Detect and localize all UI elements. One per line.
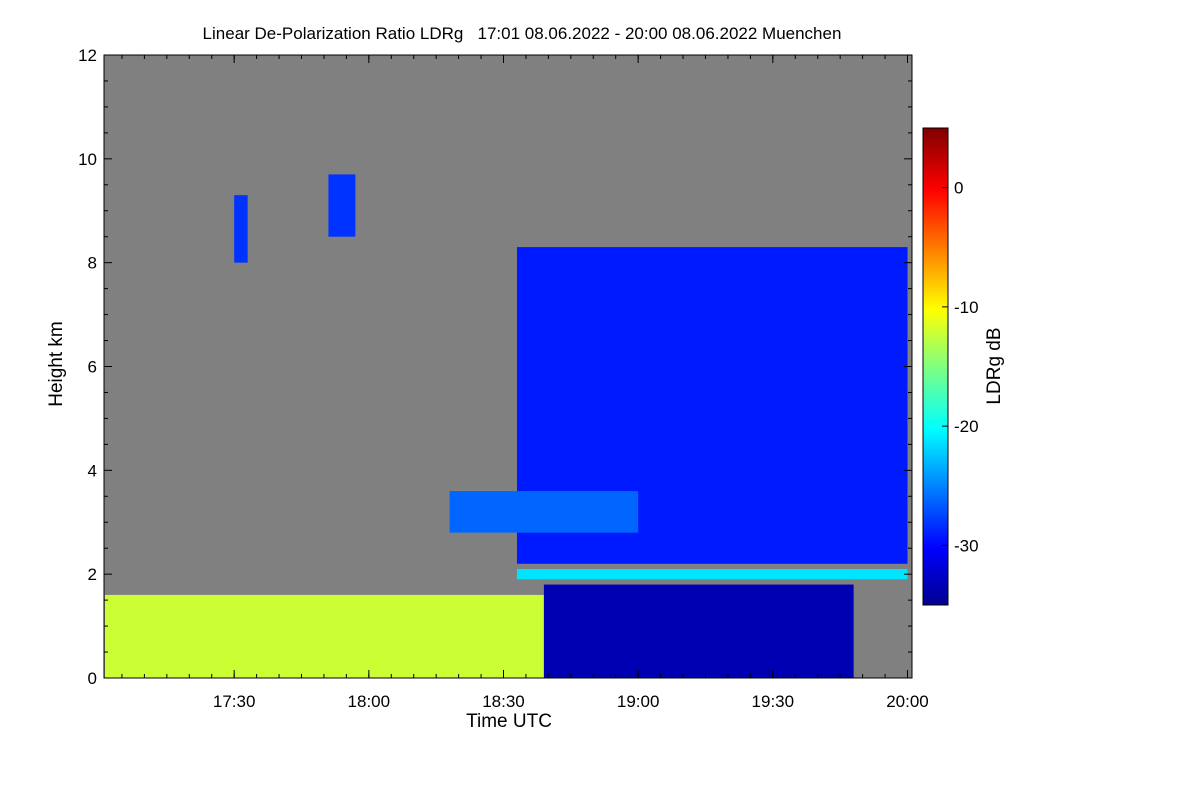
colorbar-tick-label: -20	[954, 417, 979, 436]
y-axis-label: Height km	[46, 321, 67, 407]
region-early-cirrus-streak-1	[234, 195, 248, 263]
y-tick-label: 12	[78, 46, 97, 65]
y-tick-label: 4	[88, 461, 97, 480]
y-tick-label: 6	[88, 358, 97, 377]
y-tick-label: 10	[78, 150, 97, 169]
colorbar-scale	[922, 127, 949, 606]
y-tick-label: 8	[88, 254, 97, 273]
y-tick-label: 0	[88, 669, 97, 688]
region-fill	[543, 584, 854, 678]
y-tick-label: 2	[88, 565, 97, 584]
y-axis: 0 2 4 6 8 10 12	[78, 46, 912, 688]
chart-title: Linear De-Polarization Ratio LDRg 17:01 …	[203, 24, 842, 43]
region-mid-level-layer	[449, 491, 639, 533]
x-tick-label: 19:30	[752, 692, 795, 711]
region-early-cirrus-streak-2	[328, 174, 356, 237]
region-fill	[449, 491, 639, 533]
x-tick-label: 20:00	[886, 692, 929, 711]
colorbar-tick-label: -30	[954, 536, 979, 555]
region-melting-layer	[516, 568, 908, 580]
colorbar-tick-label: -10	[954, 298, 979, 317]
plot-area	[104, 55, 912, 678]
region-boundary-layer-aerosol	[104, 594, 544, 678]
x-tick-label: 18:30	[482, 692, 525, 711]
x-tick-label: 17:30	[213, 692, 256, 711]
region-fill	[104, 594, 544, 678]
colorbar-ticks: 0 -10 -20 -30	[942, 179, 979, 555]
region-fill	[516, 568, 908, 580]
region-fill	[328, 174, 356, 237]
x-tick-label: 19:00	[617, 692, 660, 711]
x-axis: 17:30 18:00 18:30 19:00 19:30 20:00	[121, 55, 929, 711]
colorbar-tick-label: 0	[954, 179, 963, 198]
colorbar: 0 -10 -20 -30 LDRg dB	[922, 127, 1005, 606]
x-tick-label: 18:00	[348, 692, 391, 711]
colorbar-label: LDRg dB	[984, 327, 1005, 404]
regions-layer	[104, 174, 908, 678]
region-liquid-precipitation	[543, 584, 854, 678]
region-fill	[234, 195, 248, 263]
x-axis-label: Time UTC	[466, 711, 552, 732]
